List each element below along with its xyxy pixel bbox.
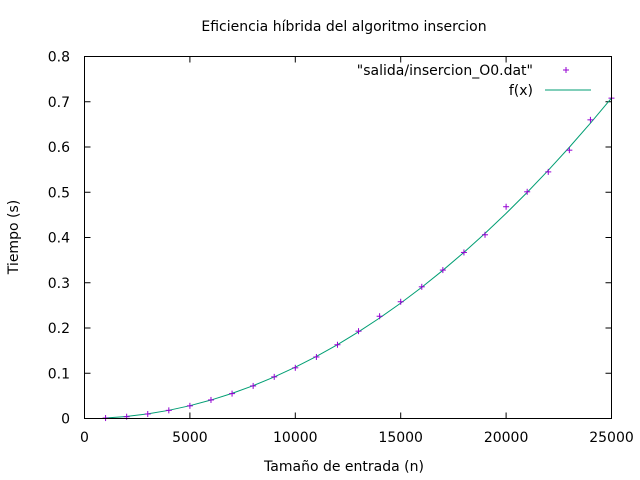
y-axis: 0 0.1 0.2 0.3 0.4 0.5 0.6 0.7 0.8	[48, 50, 612, 428]
x-tick-label: 20000	[484, 430, 529, 446]
x-tick-label: 15000	[378, 430, 423, 446]
data-point	[355, 328, 362, 335]
legend-label-series-2: f(x)	[509, 83, 533, 99]
y-tick-label: 0.5	[48, 185, 70, 201]
data-point	[271, 373, 278, 380]
data-point	[566, 147, 573, 154]
x-axis-label: Tamaño de entrada (n)	[263, 459, 424, 475]
x-tick-label: 5000	[172, 430, 208, 446]
data-point	[144, 410, 151, 417]
data-point	[482, 231, 489, 238]
y-tick-label: 0.8	[48, 50, 70, 66]
data-point	[545, 168, 552, 175]
data-point	[524, 188, 531, 195]
chart-title: Eficiencia híbrida del algoritmo inserci…	[201, 19, 486, 35]
x-axis: 0 5000 10000 15000 20000 25000	[80, 56, 634, 446]
y-tick-label: 0.2	[48, 321, 70, 337]
legend: "salida/insercion_O0.dat" f(x)	[357, 63, 591, 99]
x-tick-label: 10000	[273, 430, 318, 446]
data-point	[418, 283, 425, 290]
data-point	[334, 341, 341, 348]
data-point	[376, 313, 383, 320]
y-tick-label: 0.7	[48, 95, 70, 111]
data-point	[460, 249, 467, 256]
data-point	[587, 116, 594, 123]
y-axis-label: Tiempo (s)	[6, 200, 22, 275]
data-point	[397, 298, 404, 305]
y-tick-label: 0	[61, 412, 70, 428]
data-point	[229, 390, 236, 397]
y-tick-label: 0.1	[48, 366, 70, 382]
data-point	[207, 396, 214, 403]
data-point	[186, 402, 193, 409]
plot-frame	[84, 56, 612, 419]
data-point	[250, 382, 257, 389]
legend-marker-series-1	[563, 67, 569, 73]
y-tick-label: 0.6	[48, 140, 70, 156]
y-tick-label: 0.3	[48, 276, 70, 292]
y-tick-label: 0.4	[48, 231, 70, 247]
x-tick-label: 0	[80, 430, 89, 446]
legend-label-series-1: "salida/insercion_O0.dat"	[357, 63, 533, 79]
data-point	[503, 203, 510, 210]
data-point	[165, 407, 172, 414]
data-point	[313, 353, 320, 360]
x-tick-label: 25000	[589, 430, 634, 446]
data-point	[439, 267, 446, 274]
data-point	[292, 364, 299, 371]
